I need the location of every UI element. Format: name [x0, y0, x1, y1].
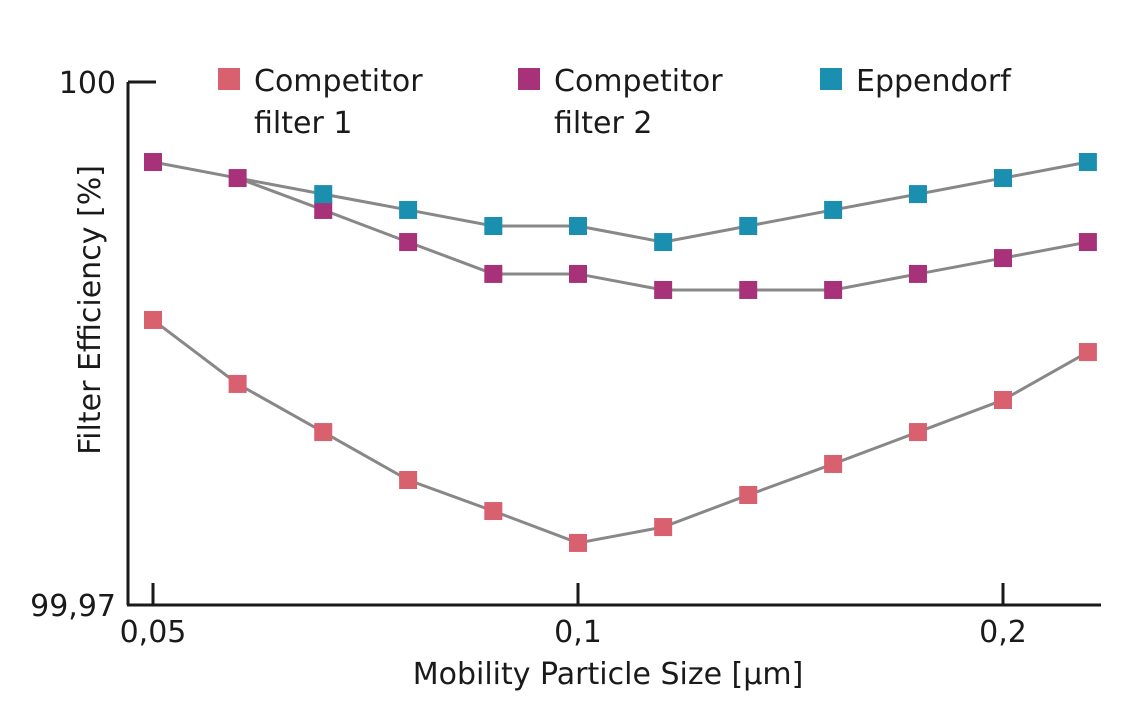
data-point	[228, 169, 247, 188]
data-point	[314, 185, 333, 204]
x-axis-label: Mobility Particle Size [µm]	[413, 657, 804, 692]
data-point	[654, 518, 673, 537]
data-point	[569, 264, 587, 283]
legend-label: Eppendorf	[856, 64, 1012, 99]
data-point	[484, 502, 503, 521]
legend-label: filter 1	[254, 106, 352, 141]
data-point	[1078, 343, 1097, 362]
series-line	[237, 160, 1089, 244]
data-point	[654, 280, 673, 299]
data-point	[144, 153, 162, 172]
y-tick-label: 100	[59, 66, 116, 101]
x-tick-label: 0,05	[120, 615, 187, 650]
data-point	[908, 423, 927, 442]
data-point	[314, 200, 333, 219]
series-line	[152, 160, 1089, 292]
legend-swatch	[820, 68, 842, 90]
legend-label: Competitor	[554, 64, 723, 99]
data-point	[1078, 233, 1097, 252]
data-point	[314, 423, 333, 442]
x-tick-label: 0,1	[554, 615, 602, 650]
data-point	[1078, 153, 1097, 172]
legend-swatch	[518, 68, 540, 90]
data-point	[484, 264, 503, 283]
series-lines	[152, 160, 1089, 545]
data-point	[739, 485, 758, 504]
data-point	[228, 374, 247, 393]
data-point	[484, 216, 503, 235]
axes: 99,97 100 0,05 0,1 0,2	[30, 66, 1101, 650]
y-axis-label: Filter Efficiency [%]	[73, 165, 108, 455]
series-markers	[144, 153, 1097, 552]
legend-label: Competitor	[254, 64, 423, 99]
x-tick-label: 0,2	[979, 615, 1027, 650]
legend-label: filter 2	[554, 106, 652, 141]
data-point	[739, 280, 758, 299]
data-point	[824, 280, 843, 299]
data-point	[654, 233, 673, 252]
data-point	[399, 471, 418, 490]
data-point	[569, 533, 587, 552]
data-point	[824, 200, 843, 219]
legend: Competitor filter 1 Competitor filter 2 Eppe…	[218, 64, 1012, 141]
data-point	[824, 454, 843, 473]
data-point	[399, 233, 418, 252]
data-point	[908, 185, 927, 204]
data-point	[994, 169, 1012, 188]
series-line	[152, 318, 1089, 545]
data-point	[569, 216, 587, 235]
data-point	[144, 310, 162, 329]
data-point	[399, 200, 418, 219]
data-point	[994, 390, 1012, 409]
data-point	[994, 249, 1012, 268]
legend-swatch	[218, 68, 240, 90]
data-point	[908, 264, 927, 283]
data-point	[739, 216, 758, 235]
y-tick-label: 99,97	[30, 589, 116, 624]
